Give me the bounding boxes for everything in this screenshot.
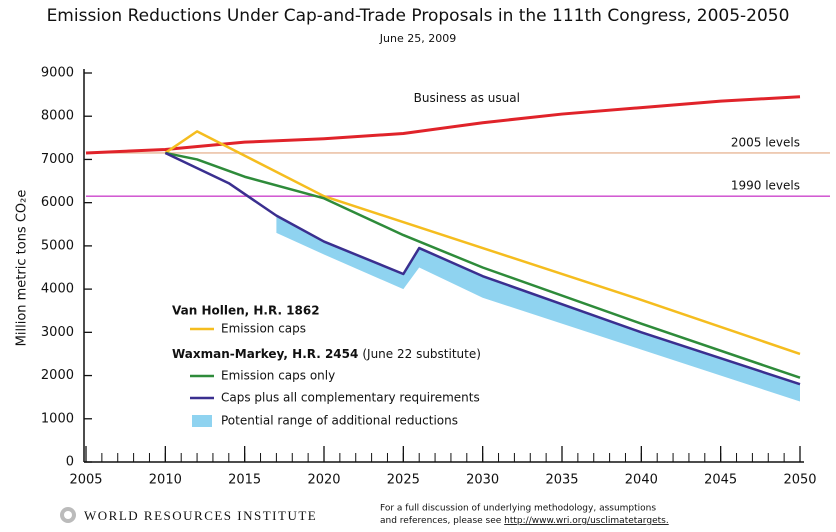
legend-label: Emission caps <box>221 322 306 336</box>
x-tick-label: 2035 <box>545 473 578 488</box>
footer-link[interactable]: http://www.wri.org/usclimatetargets. <box>504 516 669 526</box>
series-annotation: Business as usual <box>414 91 520 105</box>
y-tick-label: 3000 <box>41 325 74 340</box>
x-tick-label: 2005 <box>69 473 102 488</box>
chart-subtitle: June 25, 2009 <box>379 32 456 45</box>
y-tick-label: 1000 <box>41 411 74 426</box>
y-tick-label: 5000 <box>41 238 74 253</box>
footer-note: and references, please see http://www.wr… <box>380 516 669 526</box>
y-tick-label: 2000 <box>41 368 74 383</box>
reference-label: 2005 levels <box>731 135 800 149</box>
legend-group-title: Van Hollen, H.R. 1862 <box>172 304 320 318</box>
y-tick-label: 9000 <box>41 66 74 81</box>
series-line <box>165 151 801 379</box>
chart-title: Emission Reductions Under Cap-and-Trade … <box>47 6 790 26</box>
x-tick-label: 2025 <box>387 473 420 488</box>
footer-note: For a full discussion of underlying meth… <box>380 504 656 514</box>
y-tick-label: 8000 <box>41 109 74 124</box>
legend-label: Potential range of additional reductions <box>221 414 458 428</box>
x-tick-label: 2040 <box>625 473 658 488</box>
wri-logo <box>60 507 76 523</box>
legend-group-title: Waxman-Markey, H.R. 2454 (June 22 substit… <box>172 347 481 361</box>
x-tick-label: 2015 <box>228 473 261 488</box>
x-tick-label: 2045 <box>704 473 737 488</box>
y-tick-label: 0 <box>66 455 74 470</box>
x-tick-label: 2020 <box>307 473 340 488</box>
legend-group-name: Waxman-Markey, H.R. 2454 <box>172 347 358 361</box>
x-tick-label: 2010 <box>149 473 182 488</box>
reference-label: 1990 levels <box>731 179 800 193</box>
series-line <box>164 151 801 386</box>
y-tick-label: 4000 <box>41 282 74 297</box>
legend-group-note: (June 22 substitute) <box>362 347 481 361</box>
legend-label: Caps plus all complementary requirements <box>221 391 480 405</box>
series-line <box>164 130 801 356</box>
legend-label: Emission caps only <box>221 369 335 383</box>
range-area <box>276 215 800 402</box>
x-tick-label: 2030 <box>466 473 499 488</box>
x-tick-label: 2050 <box>783 473 816 488</box>
y-tick-label: 6000 <box>41 195 74 210</box>
footer-org: WORLD RESOURCES INSTITUTE <box>84 508 317 523</box>
y-tick-label: 7000 <box>41 152 74 167</box>
legend-swatch <box>192 415 212 427</box>
y-axis-label: Million metric tons CO₂e <box>15 190 30 347</box>
series-line <box>85 95 801 155</box>
